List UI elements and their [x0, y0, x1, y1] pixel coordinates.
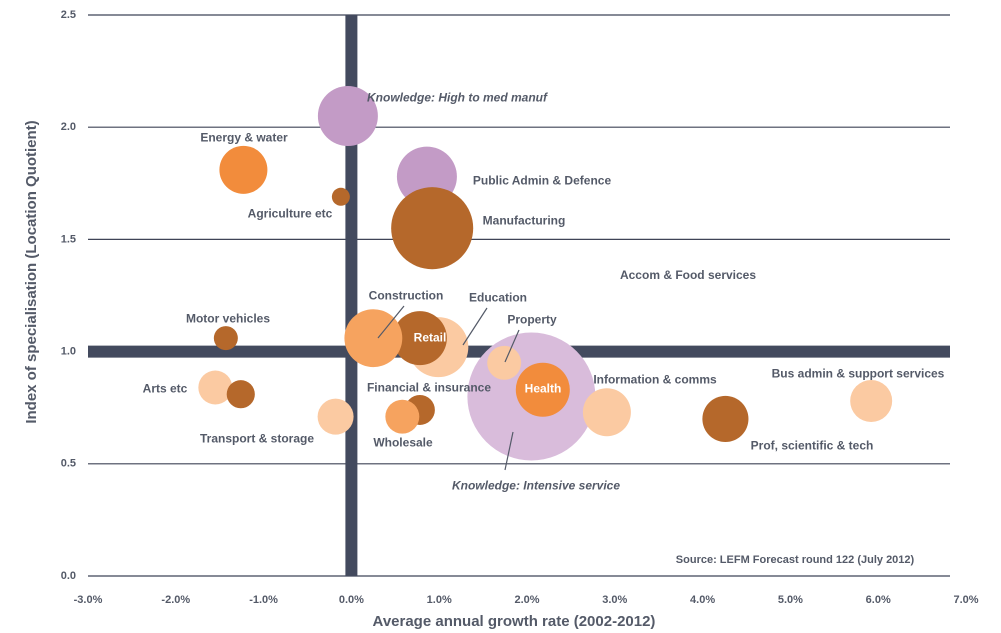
- x-axis-title: Average annual growth rate (2002-2012): [373, 613, 656, 630]
- bubble: [850, 379, 893, 422]
- bubble-label: Health: [524, 381, 562, 396]
- y-tick-label: 2.0: [61, 121, 76, 133]
- bubble-label: Transport & storage: [199, 431, 315, 446]
- bubble: [582, 388, 631, 437]
- y-tick-label: 2.5: [61, 9, 76, 21]
- bubble: [213, 326, 238, 351]
- leader-line: [377, 305, 405, 339]
- x-tick-label: 1.0%: [427, 594, 452, 606]
- bubble-label: Wholesale: [373, 435, 433, 450]
- bubble: [487, 345, 522, 380]
- bubble-label: Property: [507, 312, 557, 327]
- bubble: [385, 399, 420, 434]
- y-axis-title: Index of specialisation (Location Quotie…: [23, 120, 40, 423]
- leader-line: [462, 307, 488, 346]
- bubble-label: Information & comms: [593, 372, 717, 387]
- bubble: [317, 398, 354, 435]
- bubble: [392, 311, 447, 366]
- y-tick-label: 0.0: [61, 570, 76, 582]
- leader-line: [504, 431, 514, 471]
- x-tick-label: 4.0%: [690, 594, 715, 606]
- bubble: [331, 187, 350, 206]
- x-tick-label: 7.0%: [953, 594, 978, 606]
- y-tick-label: 1.0: [61, 346, 76, 358]
- bubble: [198, 370, 233, 405]
- source: Source: LEFM Forecast round 122 (July 20…: [676, 554, 915, 566]
- bubble-label: Agriculture etc: [247, 206, 333, 221]
- bubble-label: Motor vehicles: [185, 311, 271, 326]
- x-tick-label: 0.0%: [339, 594, 364, 606]
- x-tick-label: 5.0%: [778, 594, 803, 606]
- leader-line: [504, 329, 520, 363]
- x-tick-label: 3.0%: [602, 594, 627, 606]
- bubble: [317, 85, 378, 146]
- bubble-label: Prof, scientific & tech: [750, 438, 874, 453]
- bubble-label: Arts etc: [142, 381, 188, 396]
- bubble-label: Education: [468, 290, 528, 305]
- bubble: [219, 145, 268, 194]
- x-tick-label: -3.0%: [74, 594, 103, 606]
- bubble: [515, 362, 570, 417]
- bubble: [702, 395, 749, 442]
- bubble: [391, 187, 474, 270]
- x-tick-label: 2.0%: [514, 594, 539, 606]
- annotation: Accom & Food services: [620, 268, 756, 282]
- x-tick-label: -2.0%: [161, 594, 190, 606]
- x-tick-label: -1.0%: [249, 594, 278, 606]
- bubble: [344, 309, 403, 368]
- bubble-label: Knowledge: High to med manuf: [367, 90, 547, 105]
- bubble-label: Retail: [413, 330, 447, 345]
- bubble-label: Manufacturing: [482, 213, 566, 228]
- bubble-label: Knowledge: Intensive service: [451, 478, 621, 493]
- bubble-label: Financial & insurance: [366, 380, 492, 395]
- bubble-label: Construction: [368, 288, 444, 303]
- x-tick-label: 6.0%: [866, 594, 891, 606]
- y-tick-label: 1.5: [61, 233, 76, 245]
- bubble-label: Public Admin & Defence: [472, 173, 612, 188]
- y-tick-label: 0.5: [61, 458, 76, 470]
- bubble-label: Energy & water: [200, 130, 288, 145]
- bubble-label: Bus admin & support services: [771, 366, 945, 381]
- bubble: [226, 380, 255, 409]
